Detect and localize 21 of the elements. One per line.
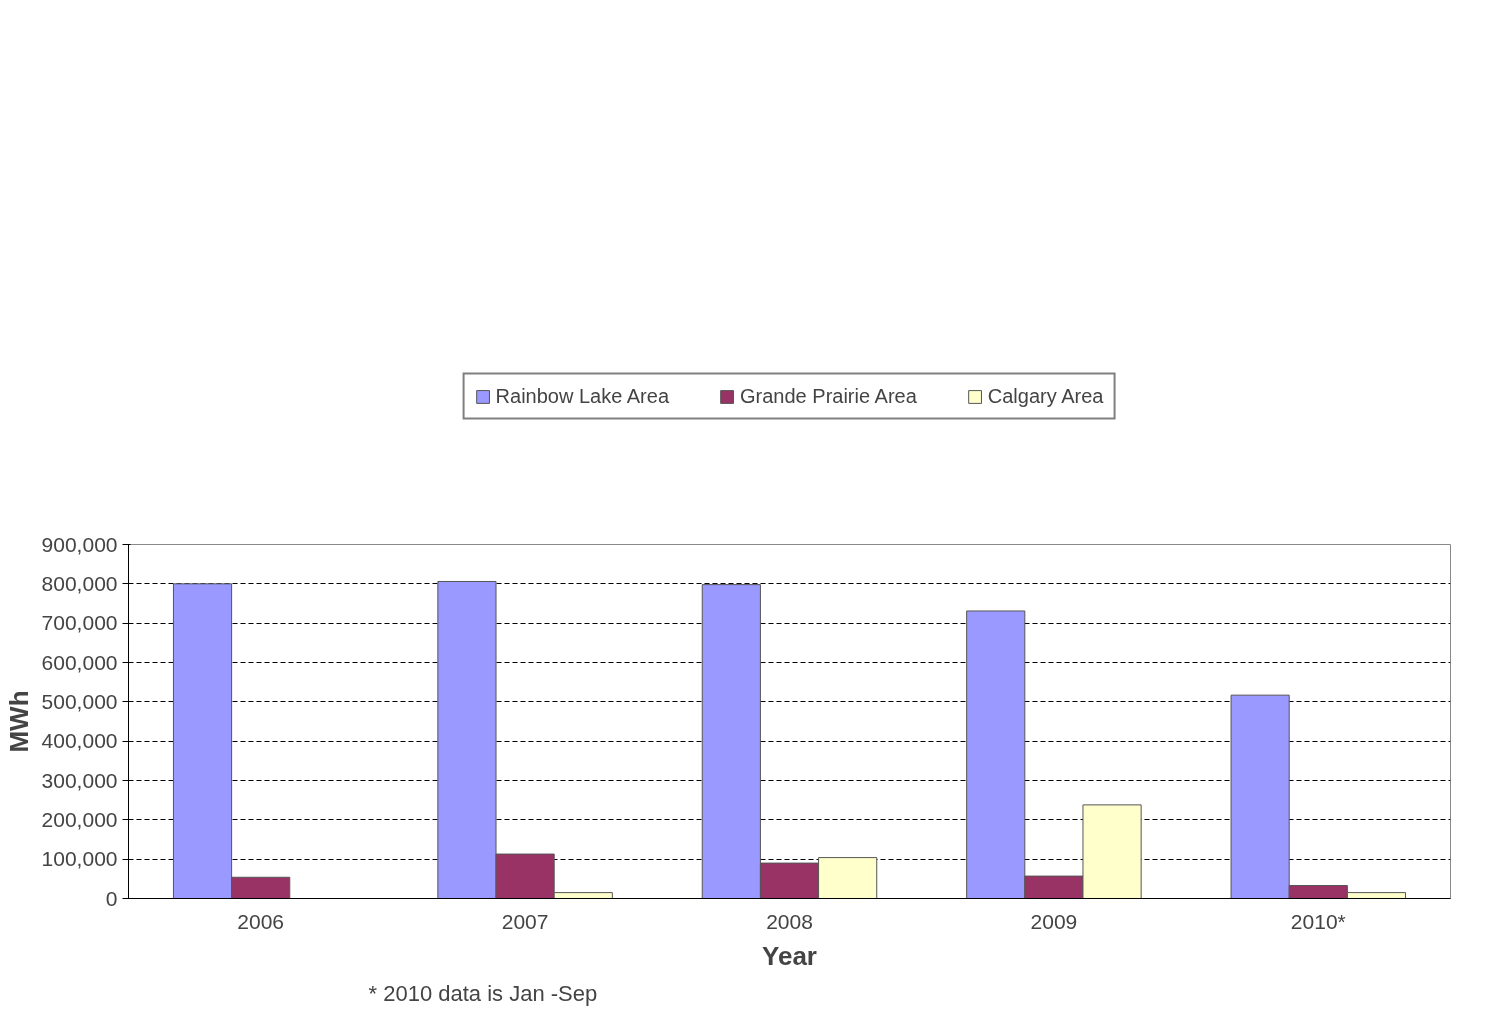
y-axis-title: MWh	[3, 690, 34, 753]
x-axis-title: Year	[762, 940, 817, 971]
y-tick-label: 400,000	[41, 729, 118, 753]
y-tick-label: 300,000	[41, 768, 118, 792]
y-tick-label: 700,000	[41, 611, 118, 635]
legend-label: Grande Prairie Area	[740, 384, 917, 408]
x-tick-label: 2008	[766, 909, 813, 933]
y-tick-label: 0	[105, 886, 118, 910]
y-tick-label: 100,000	[41, 847, 118, 871]
x-tick-label: 2007	[501, 909, 549, 933]
y-tick-label: 900,000	[41, 532, 118, 556]
x-tick-label: 2009	[1030, 909, 1078, 933]
y-tick-label: 500,000	[41, 689, 118, 713]
text: * 2010 data is Jan -Sep	[368, 980, 598, 1006]
legend-label: Calgary Area	[987, 384, 1104, 408]
y-tick-label: 200,000	[41, 807, 118, 831]
y-tick-label: 800,000	[41, 571, 118, 595]
x-tick-label: 2010*	[1290, 909, 1346, 933]
y-tick-label: 600,000	[41, 650, 118, 674]
legend-label: Rainbow Lake Area	[495, 384, 670, 408]
x-tick-label: 2006	[237, 909, 285, 933]
